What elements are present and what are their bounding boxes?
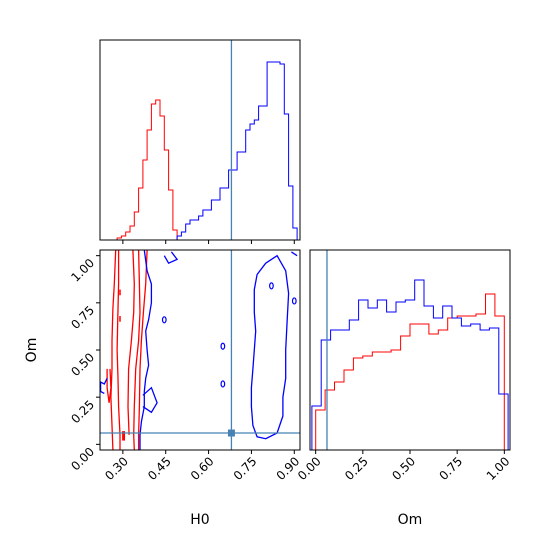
joint-y-tick-label: 0.75	[68, 303, 97, 332]
om-x-tick-label: 0.50	[389, 454, 418, 483]
x-axis-label-om: Om	[398, 512, 423, 528]
joint-y-tick-label: 0.25	[68, 397, 97, 426]
blue-contour	[291, 251, 298, 257]
red-contour	[106, 368, 112, 403]
blue-contour	[142, 386, 158, 414]
blue-contour-island	[291, 297, 297, 305]
om-x-tick-label: 0.00	[295, 454, 324, 483]
joint-x-tick-label: 0.30	[102, 454, 131, 483]
joint-x-tick-label: 0.75	[231, 454, 260, 483]
om-histogram-panel: 0.00 0.25 0.50 0.75 1.00	[295, 249, 513, 483]
red-contour	[116, 250, 121, 450]
h0-histogram-panel	[99, 39, 301, 244]
axis-labels: H0 Om Om	[24, 338, 422, 528]
red-contour	[133, 249, 141, 451]
red-contour	[127, 249, 135, 435]
joint-contour-panel: 0.30 0.45 0.60 0.75 0.90 0.00 0.25 0.50 0.75 1.00	[68, 249, 303, 483]
red-contour	[137, 249, 148, 450]
blue-contour-island	[161, 316, 167, 324]
om-x-tick-label: 0.75	[436, 454, 465, 483]
y-axis-label-om: Om	[24, 338, 40, 363]
red-contour	[110, 249, 117, 451]
truth-marker	[227, 429, 235, 437]
blue-contour	[139, 249, 153, 450]
joint-y-tick-label: 0.50	[68, 350, 97, 379]
blue-contour-island	[220, 342, 226, 350]
om-histogram-sample_b	[315, 293, 505, 450]
joint-x-tick-label: 0.45	[145, 454, 174, 483]
joint-y-tick-label: 0.00	[68, 445, 97, 474]
om-x-tick-label: 1.00	[484, 454, 513, 483]
om-x-tick-label: 0.25	[342, 454, 371, 483]
joint-x-tick-label: 0.90	[274, 454, 303, 483]
blue-contour	[163, 251, 179, 265]
blue-contour	[250, 254, 290, 440]
blue-contour-island	[269, 282, 274, 290]
om-histogram-frame	[309, 249, 511, 451]
om-histogram-sample_a	[311, 279, 509, 450]
x-axis-label-h0: H0	[190, 512, 209, 528]
h0-histogram-sample_a	[100, 61, 298, 241]
joint-x-tick-label: 0.60	[188, 454, 217, 483]
blue-contour-island	[220, 380, 226, 388]
blue-contour	[99, 378, 108, 394]
joint-y-tick-label: 1.00	[68, 256, 97, 285]
h0-histogram-frame	[99, 39, 301, 241]
